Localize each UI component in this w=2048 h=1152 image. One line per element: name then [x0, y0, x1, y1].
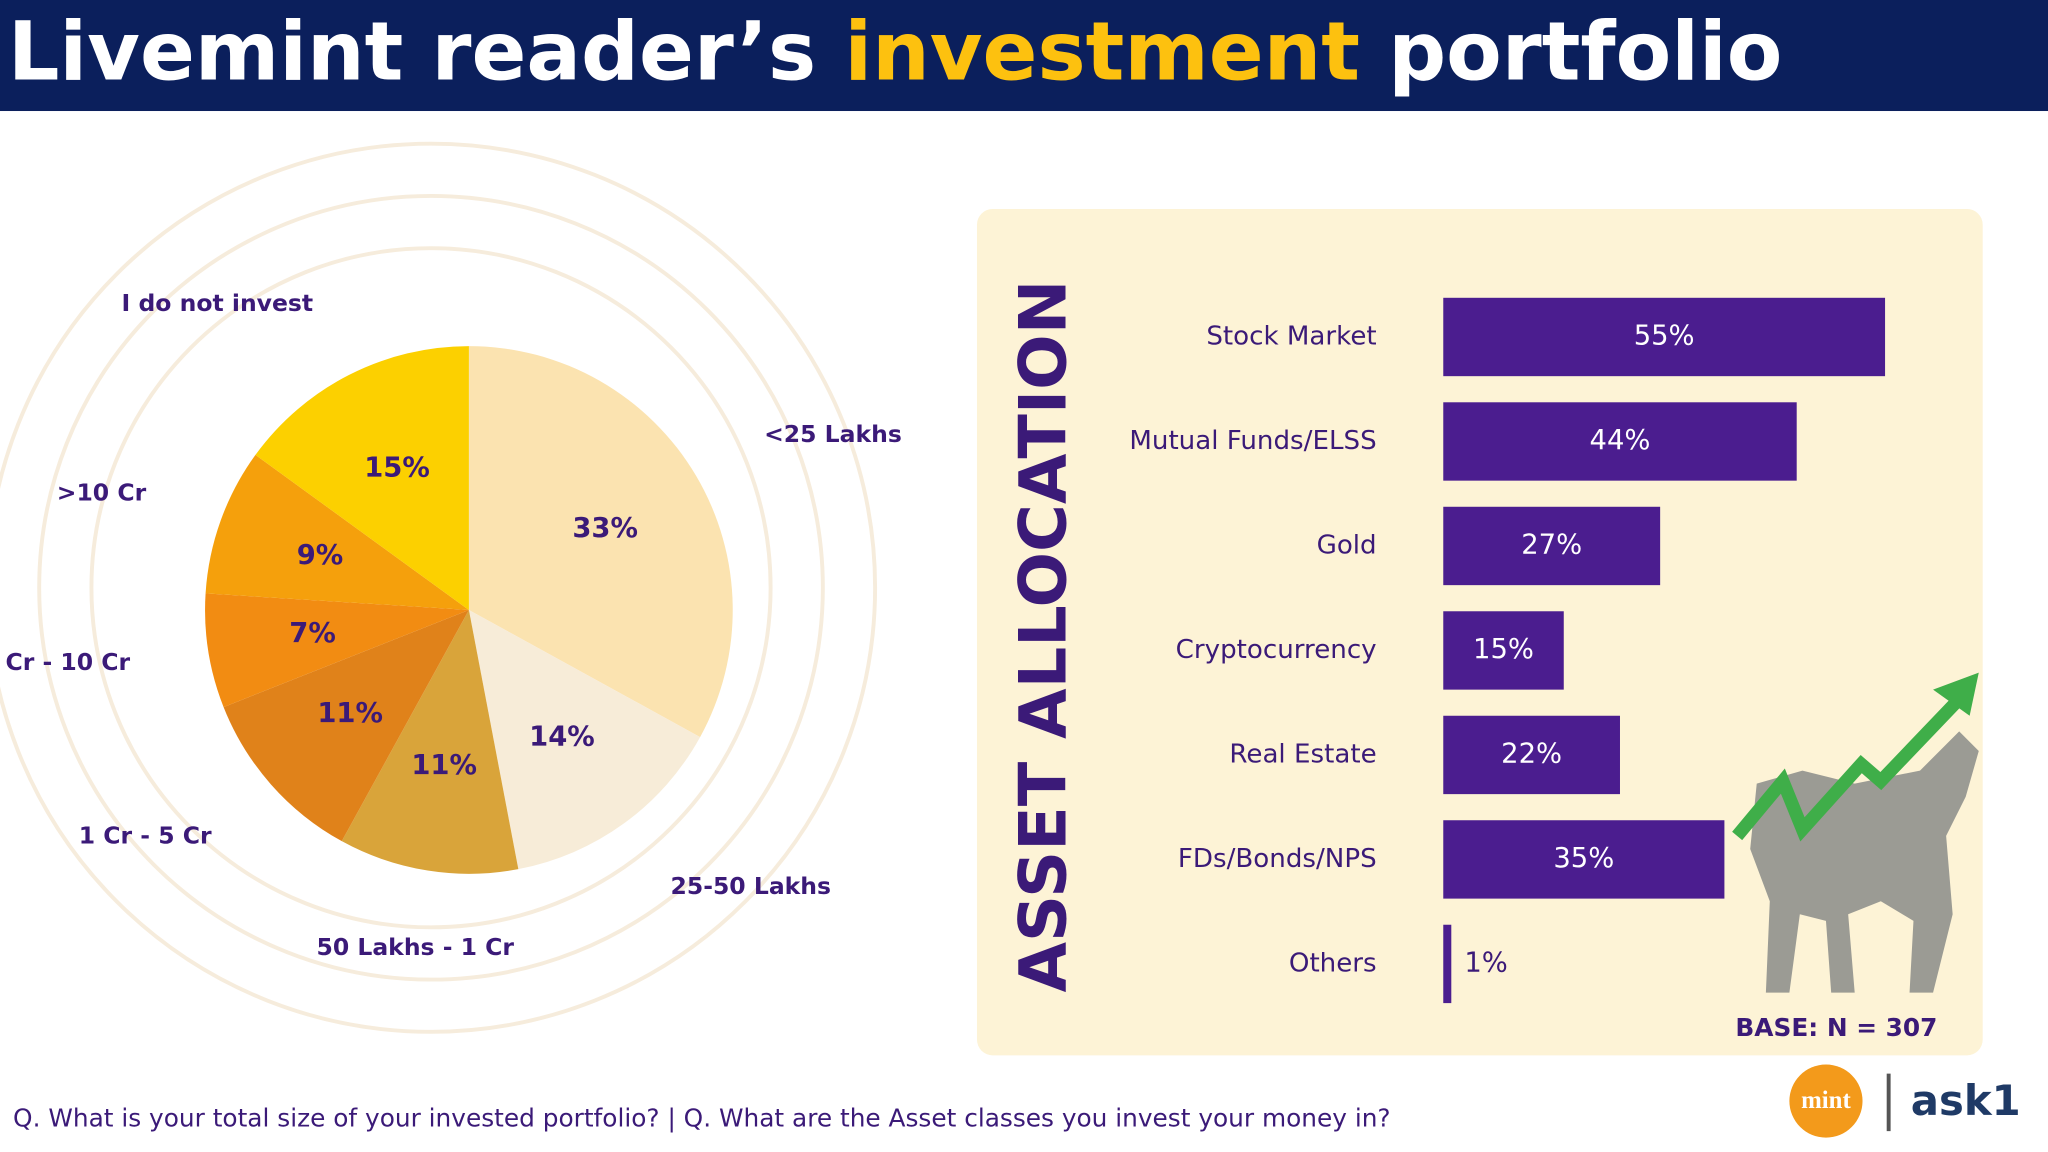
slice-value-label: 14%	[529, 722, 595, 753]
slice-value-label: 15%	[364, 452, 430, 483]
bar	[1443, 297, 1886, 377]
slice-category-label: 50 Lakhs - 1 Cr	[316, 933, 514, 961]
pie-slice	[223, 609, 469, 842]
mint-logo-badge	[1789, 1064, 1863, 1138]
mint-logo: mint	[1801, 1087, 1851, 1114]
charts: 33% <25 Lakhs 14% 25-50 Lakhs 11% 50 Lakhs - …	[0, 289, 1886, 1004]
slice-category-label: 25-50 Lakhs	[671, 872, 832, 900]
bar	[1443, 924, 1452, 1004]
footnote: Q. What is your total size of your inves…	[13, 1103, 1391, 1132]
slice-category-label: I do not invest	[122, 289, 314, 317]
bar	[1443, 402, 1797, 481]
bar-value-label: 1%	[1464, 947, 1507, 978]
base-note: BASE: N = 307	[1735, 1013, 1937, 1042]
header-band	[0, 0, 2048, 112]
pie-slice	[468, 609, 701, 870]
bar-category-label: Cryptocurrency	[1176, 635, 1377, 665]
slice-value-label: 7%	[289, 618, 336, 649]
bar-value-label: 22%	[1501, 738, 1562, 769]
slice-value-label: 9%	[297, 540, 344, 571]
bar-category-label: Mutual Funds/ELSS	[1129, 426, 1376, 456]
bar-chart-title: ASSET ALLOCATION	[1006, 280, 1082, 993]
bar-value-label: 44%	[1590, 425, 1651, 456]
bar	[1443, 715, 1620, 795]
slice-value-label: 11%	[317, 698, 383, 729]
slice-value-label: 33%	[572, 513, 638, 544]
bar-category-label: Gold	[1317, 530, 1377, 560]
title-part: Livemint reader’s	[8, 5, 845, 99]
pie-slice	[468, 346, 733, 738]
bar-category-label: Real Estate	[1229, 739, 1376, 769]
pie-slice	[255, 346, 469, 610]
pie-slice	[205, 454, 469, 610]
slice-category-label: >10 Cr	[57, 478, 147, 506]
ask1-logo: ask1	[1911, 1076, 2021, 1125]
bar-value-label: 15%	[1473, 634, 1534, 665]
title-part: portfolio	[1360, 5, 1782, 99]
bull-illustration	[1732, 672, 1979, 993]
slice-category-label: 5 Cr - 10 Cr	[0, 648, 131, 676]
page-title: Livemint reader’s investment portfolio	[8, 5, 1783, 99]
title-highlight: investment	[844, 5, 1360, 99]
slice-value-label: 11%	[411, 750, 477, 781]
slice-category-label: 1 Cr - 5 Cr	[79, 821, 212, 849]
bar-value-label: 55%	[1634, 320, 1695, 351]
mandala-decoration	[0, 141, 877, 1034]
bar-category-label: Stock Market	[1206, 321, 1376, 351]
bar	[1443, 506, 1661, 586]
pie-slice	[205, 593, 469, 708]
bar-value-label: 35%	[1553, 843, 1614, 874]
bar-category-label: FDs/Bonds/NPS	[1178, 844, 1377, 874]
pie-slice	[341, 609, 519, 874]
bar-value-label: 27%	[1521, 529, 1582, 560]
bar-category-label: Others	[1289, 948, 1377, 978]
bar	[1443, 611, 1564, 690]
bar	[1443, 820, 1725, 899]
slice-category-label: <25 Lakhs	[764, 420, 902, 448]
